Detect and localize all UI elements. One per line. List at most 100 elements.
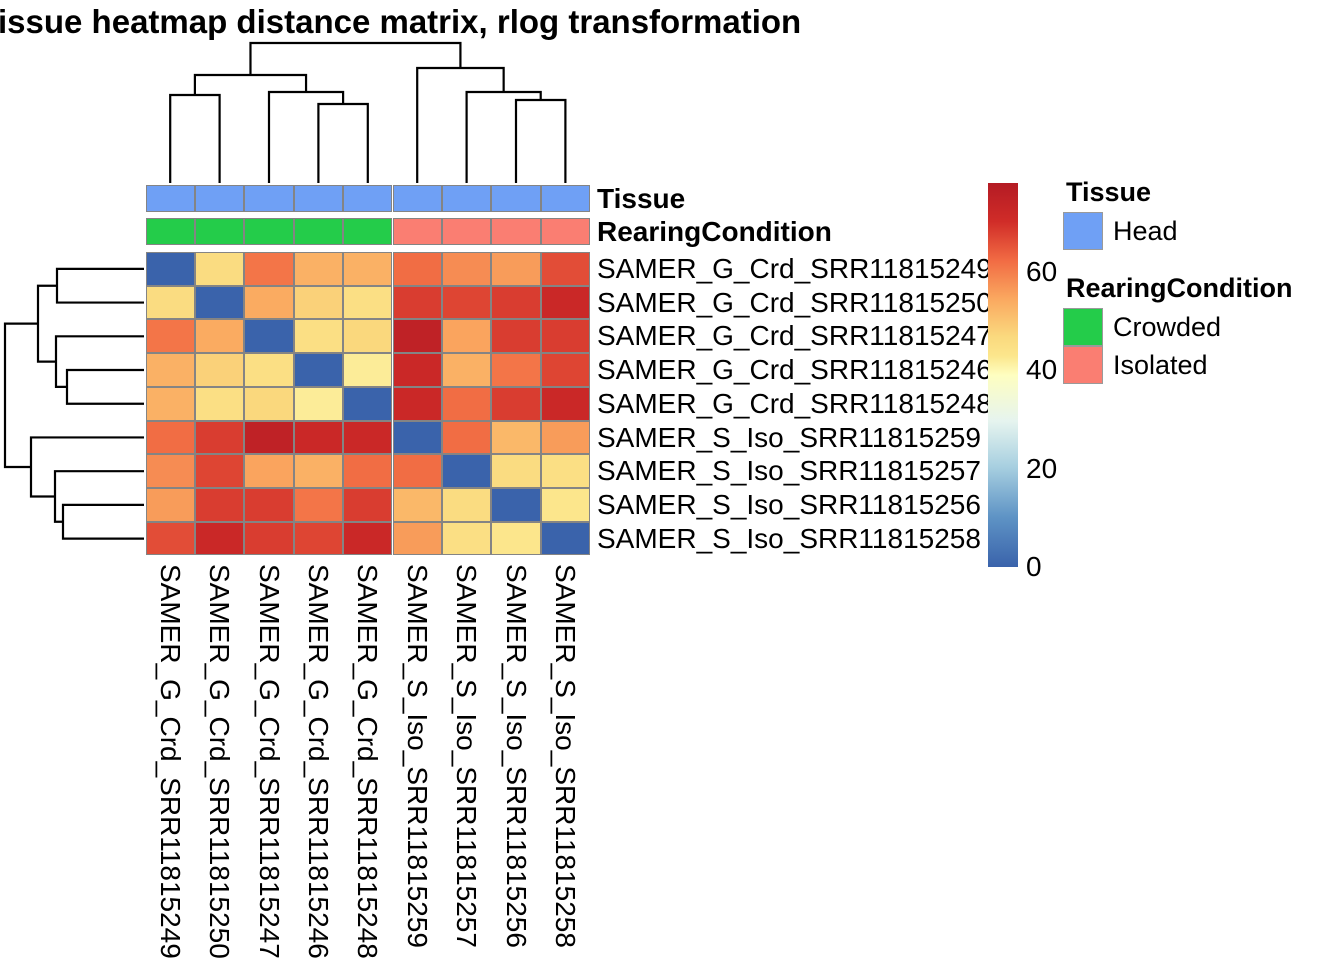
row-label: SAMER_G_Crd_SRR11815246 (597, 354, 992, 386)
row-dendrogram-link (53, 470, 144, 523)
legend-swatch-isolated (1063, 346, 1103, 384)
heatmap-cell (244, 353, 294, 387)
colorbar-tick-label: 40 (1026, 354, 1058, 386)
annotation-cell-rearingcondition (293, 218, 344, 245)
heatmap-cell (194, 319, 245, 354)
heatmap-cell (491, 488, 541, 522)
annotation-cell-rearingcondition (244, 218, 294, 245)
heatmap-cell (145, 454, 195, 489)
heatmap-cell (145, 353, 195, 387)
colorbar (988, 183, 1018, 567)
legend-item-label: Isolated (1113, 350, 1208, 380)
heatmap-cell (540, 353, 591, 387)
row-label: SAMER_S_Iso_SRR11815256 (597, 489, 981, 521)
heatmap-cell (244, 252, 294, 286)
heatmap-cell (293, 353, 344, 387)
heatmap-cell (145, 420, 195, 455)
column-label: SAMER_S_Iso_SRR11815257 (451, 564, 483, 948)
row-label: SAMER_S_Iso_SRR11815258 (597, 522, 981, 554)
row-label: SAMER_S_Iso_SRR11815257 (597, 455, 981, 487)
heatmap-cell (392, 285, 442, 320)
annotation-cell-tissue (293, 185, 344, 212)
heatmap-cell (244, 420, 294, 455)
legend-item-label: Crowded (1113, 312, 1222, 342)
heatmap-cell (540, 319, 591, 354)
heatmap-cell (441, 488, 492, 522)
heatmap-cell (244, 285, 294, 320)
column-label: SAMER_G_Crd_SRR11815246 (302, 564, 334, 959)
column-label: SAMER_S_Iso_SRR11815256 (500, 564, 532, 948)
heatmap-cell (194, 285, 245, 320)
heatmap-cell (293, 252, 344, 286)
colorbar-tick-label: 60 (1026, 255, 1058, 287)
heatmap-cell (392, 420, 442, 455)
legend-swatch-head (1063, 212, 1103, 250)
row-label: SAMER_G_Crd_SRR11815250 (597, 286, 992, 318)
heatmap-cell (343, 454, 393, 489)
heatmap-cell (343, 521, 393, 556)
heatmap-cell (244, 454, 294, 489)
legend-item-label: Head (1113, 216, 1178, 246)
column-label: SAMER_G_Crd_SRR11815247 (253, 564, 285, 959)
heatmap-cell (244, 521, 294, 556)
heatmap-cell (343, 353, 393, 387)
heatmap-cell (441, 285, 492, 320)
heatmap-cell (392, 353, 442, 387)
row-label: SAMER_S_Iso_SRR11815259 (597, 421, 981, 453)
legend-group-title: Tissue (1066, 177, 1152, 207)
heatmap-cell (293, 386, 344, 421)
heatmap-cell (441, 521, 492, 556)
col-dendrogram-link (465, 90, 542, 183)
heatmap-cell (244, 319, 294, 354)
heatmap-cell (244, 386, 294, 421)
row-label: SAMER_G_Crd_SRR11815249 (597, 253, 992, 284)
col-dendrogram-link (249, 41, 462, 75)
heatmap-cell (145, 252, 195, 286)
heatmap-cell (441, 454, 492, 489)
heatmap-cell (194, 454, 245, 489)
annotation-cell-tissue (343, 185, 393, 212)
col-dendrogram-link (317, 102, 369, 183)
heatmap-cell (491, 420, 541, 455)
annotation-cell-rearingcondition (145, 218, 195, 245)
column-label: SAMER_G_Crd_SRR11815248 (352, 564, 384, 959)
annotation-cell-rearingcondition (441, 218, 492, 245)
heatmap-cell (441, 420, 492, 455)
heatmap-cell (293, 420, 344, 455)
heatmap-cell (540, 521, 591, 556)
heatmap-cell (145, 521, 195, 556)
heatmap-cell (343, 386, 393, 421)
heatmap-cell (491, 353, 541, 387)
heatmap-cell (194, 386, 245, 421)
annotation-cell-rearingcondition (540, 218, 591, 245)
heatmap-cell (343, 285, 393, 320)
colorbar-tick-label: 0 (1026, 551, 1042, 582)
heatmap-cell (540, 252, 591, 286)
row-dendrogram-link (29, 436, 144, 498)
heatmap-cell (244, 488, 294, 522)
annotation-cell-rearingcondition (194, 218, 245, 245)
annotation-cell-tissue (392, 185, 442, 212)
row-dendrogram-link (3, 322, 38, 469)
heatmap-cell (343, 420, 393, 455)
row-dendrogram-link (36, 284, 57, 363)
heatmap-cell (194, 420, 245, 455)
column-label: SAMER_S_Iso_SRR11815258 (549, 564, 581, 948)
col-dendrogram-link (267, 90, 345, 183)
annotation-cell-tissue (540, 185, 591, 212)
annotation-label: Tissue (597, 183, 686, 214)
col-dendrogram-link (169, 93, 221, 183)
heatmap-cell (392, 386, 442, 421)
heatmap-cell (491, 386, 541, 421)
column-label: SAMER_G_Crd_SRR11815249 (154, 564, 186, 959)
annotation-cell-rearingcondition (343, 218, 393, 245)
col-dendrogram-link (514, 98, 567, 183)
heatmap-cell (491, 285, 541, 320)
heatmap-cell (145, 488, 195, 522)
heatmap-cell (343, 319, 393, 354)
figure-title: issue heatmap distance matrix, rlog tran… (0, 3, 802, 40)
column-label: SAMER_S_Iso_SRR11815259 (401, 564, 433, 948)
heatmap-cell (540, 454, 591, 489)
heatmap-cell (540, 285, 591, 320)
